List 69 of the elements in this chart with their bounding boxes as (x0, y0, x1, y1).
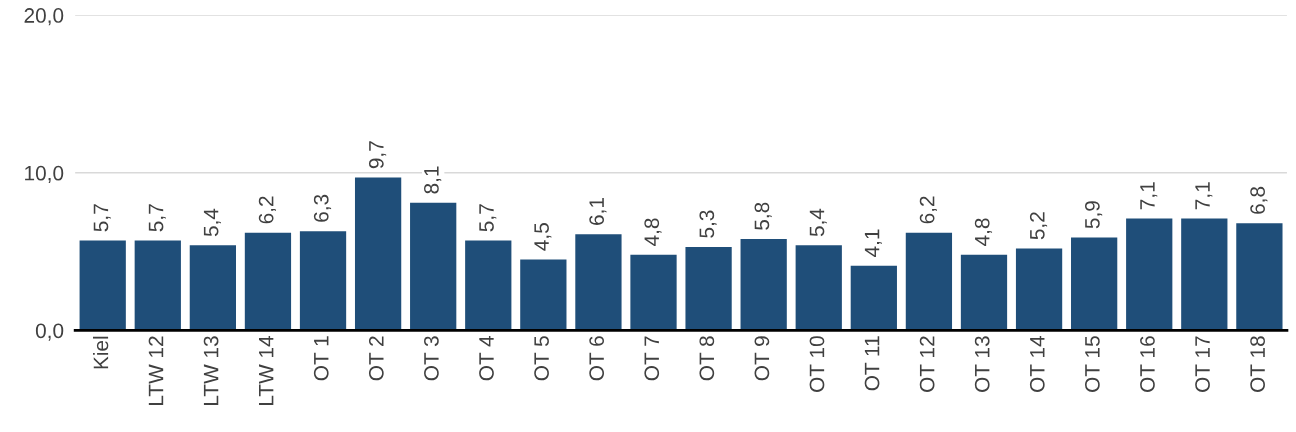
bar (354, 177, 402, 331)
bar (1126, 218, 1173, 331)
bar (850, 265, 897, 331)
bar (630, 254, 677, 331)
data-label: 5,3 (699, 210, 717, 238)
x-tick-label: OT 7 (644, 336, 660, 381)
bar (1071, 237, 1118, 331)
bar (299, 231, 347, 331)
data-label: 5,2 (1029, 212, 1048, 240)
bar (134, 240, 181, 331)
data-label: 7,1 (1195, 182, 1213, 210)
data-label: 6,3 (313, 194, 332, 222)
x-tick-label: LTW 13 (203, 336, 219, 406)
x-tick-label: OT 11 (864, 336, 880, 391)
x-tick-label: OT 17 (1195, 336, 1210, 392)
bar (189, 245, 236, 331)
bar (244, 232, 292, 331)
bar (960, 254, 1008, 331)
data-label: 6,2 (919, 196, 937, 224)
bar (1015, 248, 1063, 331)
x-tick-label: OT 4 (479, 335, 494, 381)
x-tick-label: OT 15 (1084, 336, 1100, 392)
bar (465, 240, 512, 331)
bar (685, 246, 732, 331)
x-tick-label: OT 18 (1250, 336, 1265, 392)
data-label: 5,8 (754, 202, 772, 230)
x-tick-label: OT 12 (919, 336, 935, 392)
data-label: 5,7 (479, 204, 497, 232)
data-label: 5,7 (148, 204, 166, 232)
data-label: 9,7 (368, 141, 387, 169)
x-tick-label: OT 10 (809, 336, 825, 392)
x-tick-label: OT 8 (699, 336, 715, 381)
x-tick-label: OT 16 (1140, 336, 1155, 392)
y-tick-label: 0,0 (35, 323, 64, 341)
x-tick-label: OT 13 (974, 336, 990, 392)
x-tick-label: OT 5 (534, 336, 549, 381)
bar (1236, 223, 1283, 331)
data-label: 5,9 (1084, 201, 1103, 229)
bar (905, 232, 953, 331)
bar (575, 234, 622, 331)
x-tick-label: OT 14 (1029, 335, 1045, 392)
data-label: 4,1 (864, 229, 882, 258)
y-tick-label: 20,0 (24, 8, 64, 26)
data-label: 4,5 (534, 223, 552, 251)
x-tick-label: OT 1 (313, 336, 329, 381)
data-label: 5,4 (809, 208, 827, 237)
bar (410, 202, 457, 331)
x-tick-label: LTW 14 (259, 335, 274, 406)
bar (740, 239, 787, 331)
data-label: 6,1 (589, 198, 607, 225)
data-label: 6,2 (258, 196, 276, 224)
data-label: 5,4 (203, 208, 221, 237)
y-tick-label: 10,0 (25, 165, 64, 184)
data-label: 6,8 (1250, 186, 1268, 214)
bar (520, 259, 567, 331)
data-label: 5,7 (93, 204, 111, 232)
data-label: 4,8 (974, 218, 993, 246)
x-tick-label: OT 9 (754, 336, 770, 381)
x-tick-label: LTW 12 (148, 336, 164, 406)
data-label: 4,8 (644, 218, 662, 246)
x-tick-label: OT 6 (589, 336, 605, 381)
x-tick-label: OT 2 (368, 336, 384, 381)
x-tick-label: Kiel (93, 336, 109, 369)
x-tick-label: OT 3 (424, 336, 439, 381)
data-label: 8,1 (424, 166, 442, 194)
bar (1181, 218, 1228, 331)
data-label: 7,1 (1140, 182, 1158, 210)
bar (79, 240, 126, 331)
bar (795, 245, 842, 331)
